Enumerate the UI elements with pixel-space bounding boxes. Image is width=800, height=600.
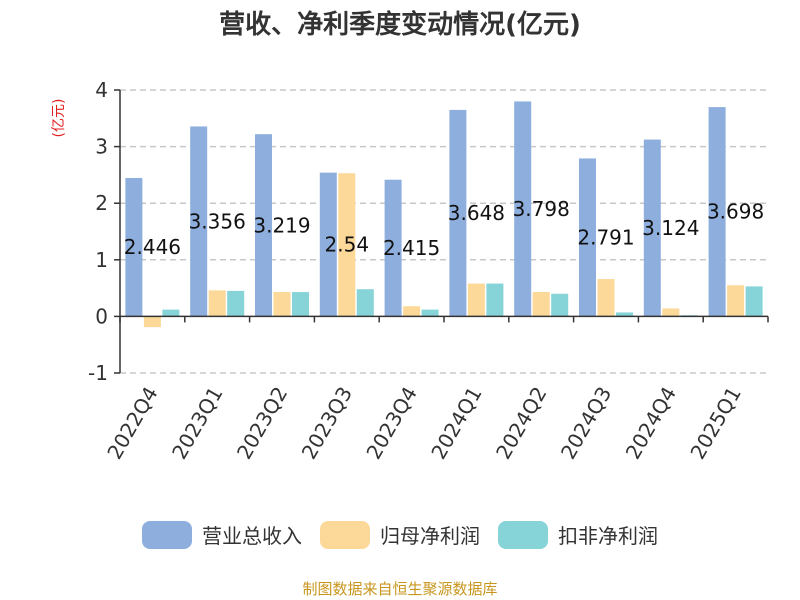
x-tick-label: 2025Q1 — [685, 383, 745, 464]
x-axis-ticks: 2022Q4 2023Q1 2023Q2 2023Q3 2023Q4 2024Q1 2024… — [102, 383, 746, 464]
bar-2025Q1-2 — [745, 286, 763, 317]
legend-label: 扣非净利润 — [558, 524, 658, 548]
y-axis-ticks: -1 0 1 2 3 4 — [88, 78, 120, 385]
bar-2024Q2-2 — [551, 293, 569, 317]
bar-2024Q2-0 — [514, 101, 532, 317]
bar-2025Q1-0 — [708, 107, 726, 317]
data-label: 2.54 — [325, 233, 370, 257]
x-tick-label: 2023Q4 — [361, 383, 421, 464]
legend-swatch — [320, 521, 370, 549]
bar-2023Q1-2 — [227, 290, 245, 317]
bars — [125, 101, 763, 328]
x-tick-label: 2024Q3 — [556, 383, 616, 464]
legend-swatch — [498, 521, 548, 549]
legend-label: 营业总收入 — [202, 524, 302, 548]
bar-2023Q2-1 — [273, 292, 291, 317]
bar-2024Q2-1 — [532, 292, 550, 317]
y-tick-label: 0 — [95, 304, 108, 328]
bar-2025Q1-1 — [727, 285, 745, 317]
x-tick-label: 2024Q1 — [426, 383, 486, 464]
bar-2024Q3-1 — [597, 279, 615, 317]
data-label: 2.791 — [577, 225, 634, 249]
data-label: 2.415 — [383, 236, 440, 260]
x-tick-label: 2022Q4 — [102, 383, 162, 464]
bar-2023Q4-1 — [403, 306, 421, 317]
legend: 营业总收入 归母净利润 扣非净利润 — [142, 521, 658, 549]
bar-2024Q4-1 — [662, 308, 680, 317]
bar-2023Q1-1 — [208, 290, 226, 317]
bar-2023Q3-1 — [338, 173, 356, 317]
bar-2022Q4-1 — [143, 316, 161, 328]
y-axis-label: (亿元) — [51, 99, 67, 138]
bar-2023Q4-2 — [421, 309, 439, 317]
data-label: 3.356 — [189, 209, 246, 233]
data-label: 3.698 — [707, 200, 764, 224]
y-tick-label: 4 — [95, 78, 108, 102]
y-tick-label: -1 — [88, 361, 108, 385]
y-tick-label: 1 — [95, 248, 108, 272]
x-tick-label: 2023Q1 — [167, 383, 227, 464]
source-note: 制图数据来自恒生聚源数据库 — [302, 580, 497, 598]
x-tick-label: 2023Q2 — [232, 383, 292, 464]
legend-label: 归母净利润 — [380, 524, 480, 548]
bar-2023Q1-0 — [190, 126, 208, 317]
legend-item-1: 归母净利润 — [320, 521, 480, 549]
data-label: 2.446 — [124, 235, 181, 259]
bar-2024Q1-2 — [486, 283, 504, 317]
bar-2023Q3-2 — [356, 289, 374, 317]
x-tick-label: 2023Q3 — [297, 383, 357, 464]
bar-2023Q2-0 — [255, 134, 272, 317]
legend-swatch — [142, 521, 192, 549]
data-label: 3.124 — [642, 216, 699, 240]
x-tick-label: 2024Q4 — [621, 383, 681, 464]
x-tick-label: 2024Q2 — [491, 383, 551, 464]
bar-2023Q4-0 — [384, 179, 402, 317]
axes — [119, 90, 769, 373]
chart-title: 营收、净利季度变动情况(亿元) — [219, 9, 581, 40]
bar-2022Q4-2 — [162, 309, 180, 317]
data-label: 3.798 — [513, 197, 570, 221]
bar-2023Q3-0 — [319, 172, 337, 317]
bar-2022Q4-0 — [125, 177, 143, 317]
y-tick-label: 3 — [95, 135, 108, 159]
bar-2024Q3-0 — [579, 158, 596, 317]
legend-item-2: 扣非净利润 — [498, 521, 658, 549]
bar-2024Q3-2 — [616, 312, 633, 317]
bar-2024Q1-1 — [467, 283, 485, 317]
bar-2023Q2-2 — [292, 292, 309, 317]
bar-2024Q1-0 — [449, 109, 467, 317]
legend-item-0: 营业总收入 — [142, 521, 302, 549]
data-labels: 2.446 3.356 3.219 2.54 2.415 3.648 3.798 2.791 3… — [124, 197, 764, 260]
data-label: 3.648 — [448, 201, 505, 225]
bar-2024Q4-0 — [643, 139, 661, 317]
y-tick-label: 2 — [95, 191, 108, 215]
data-label: 3.219 — [253, 213, 310, 237]
